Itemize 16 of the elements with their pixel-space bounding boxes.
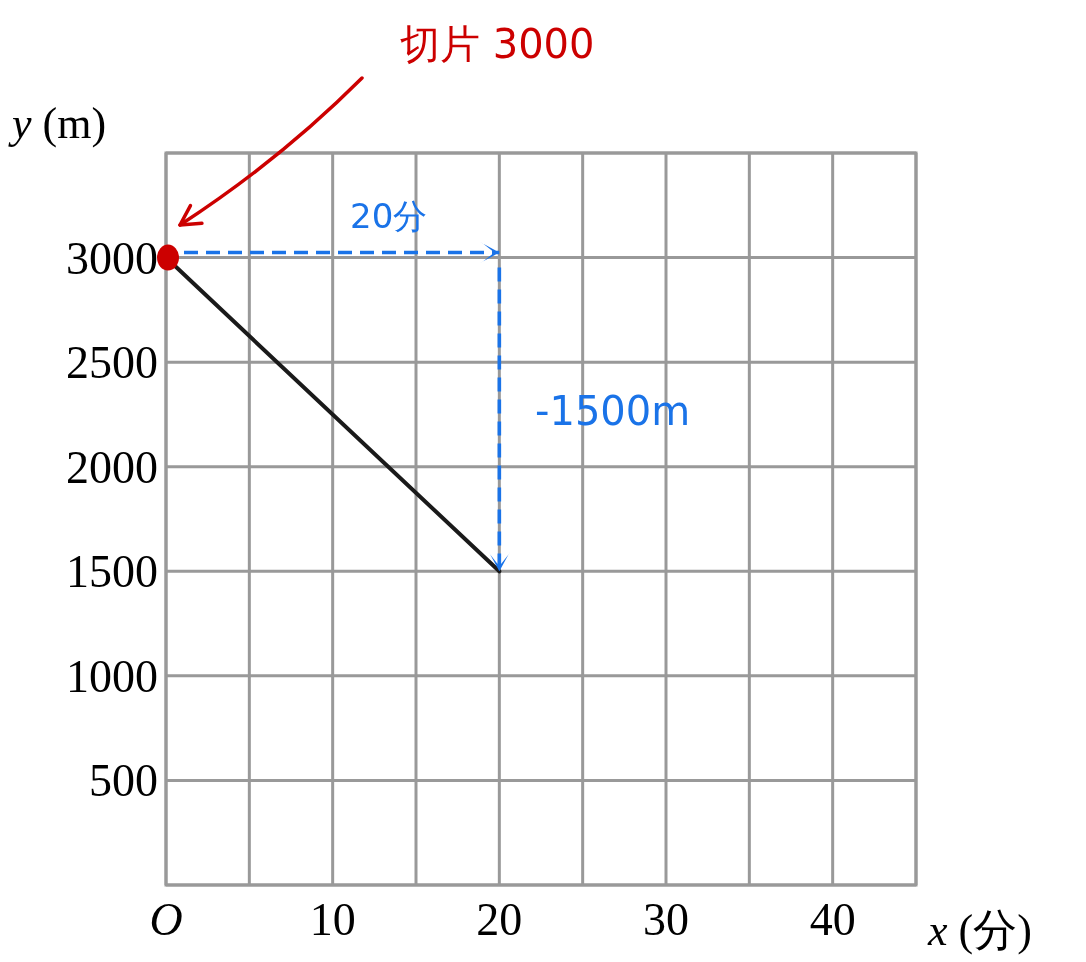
annotation: 20分 [350, 196, 428, 236]
y-tick-label: 3000 [66, 232, 158, 284]
x-tick-label: 20 [476, 894, 523, 945]
y-tick-label: 500 [89, 755, 158, 807]
x-tick-label: 30 [643, 894, 689, 945]
x-tick-label: 40 [809, 894, 856, 945]
x-axis-title: x (分) [927, 906, 1032, 955]
y-tick-label: 2500 [66, 337, 158, 389]
text: 切片 3000 [400, 21, 595, 67]
y-tick-label: 1000 [66, 650, 158, 702]
y-axis-title: y (m) [8, 99, 107, 148]
x-tick-label: O [149, 894, 183, 945]
y-tick-label: 1500 [66, 546, 158, 598]
x-tick-label: 10 [309, 894, 356, 945]
annotation: -1500m [535, 388, 691, 434]
y-tick-label: 2000 [66, 441, 158, 493]
